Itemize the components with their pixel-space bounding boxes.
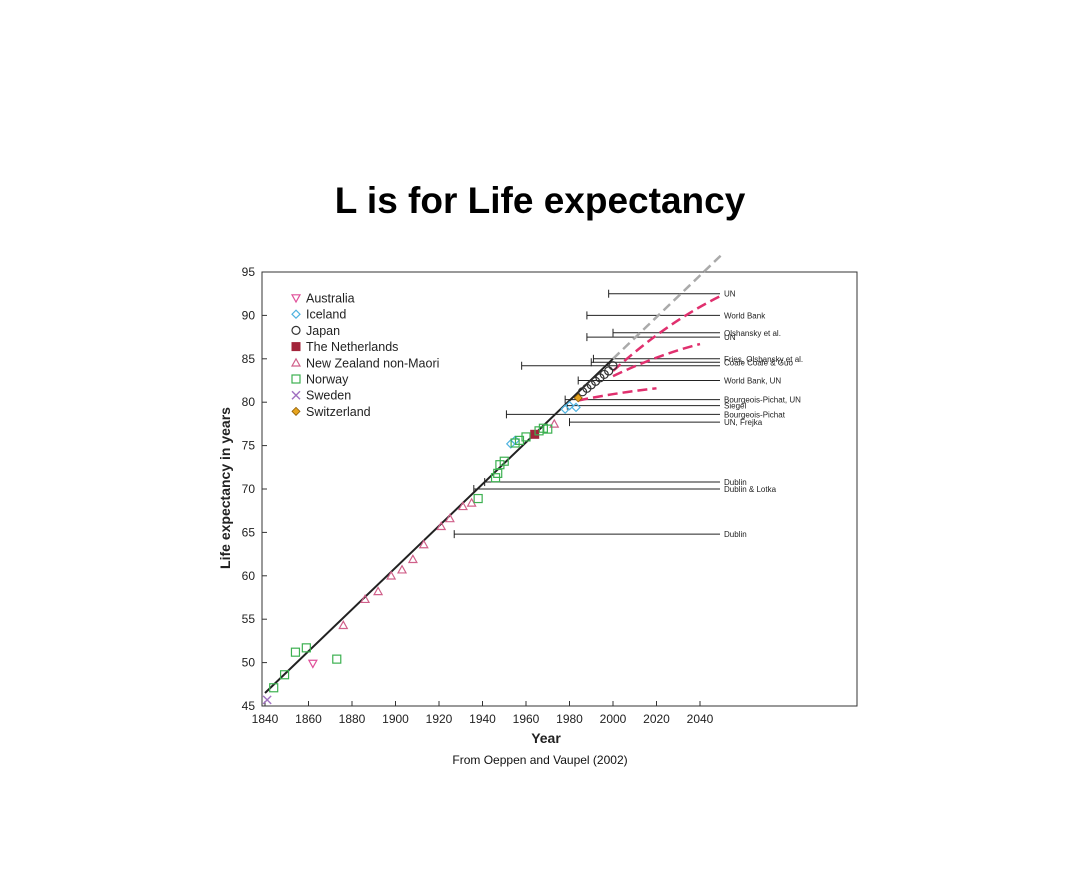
legend-label: New Zealand non-Maori xyxy=(306,356,439,370)
limit-label: Bourgeois-Pichat, UN xyxy=(724,396,801,405)
data-point xyxy=(418,539,429,549)
limit-label: UN xyxy=(724,333,736,342)
data-point xyxy=(493,468,503,478)
data-point xyxy=(436,521,447,531)
data-point xyxy=(360,594,371,604)
projection-curve xyxy=(612,342,701,378)
y-tick-label: 90 xyxy=(242,308,256,322)
data-point xyxy=(262,695,272,705)
x-tick-label: 1980 xyxy=(556,712,583,726)
data-points xyxy=(262,361,618,705)
legend-label: Sweden xyxy=(306,389,351,403)
legend-label: Japan xyxy=(306,324,340,338)
axis-ticks: 1840 1860 1880 1900 1920 1940 1960 1980 2000 2020… xyxy=(242,265,714,726)
y-axis-label: Life expectancy in years xyxy=(217,407,233,569)
x-tick-label: 1920 xyxy=(426,712,453,726)
legend-label: The Netherlands xyxy=(306,340,398,354)
data-point xyxy=(301,643,311,653)
legend-marker xyxy=(290,357,302,367)
y-tick-label: 85 xyxy=(242,352,256,366)
y-tick-label: 70 xyxy=(242,482,256,496)
source-citation: From Oeppen and Vaupel (2002) xyxy=(452,753,628,767)
data-point xyxy=(338,620,349,630)
data-point xyxy=(521,432,531,442)
data-point xyxy=(386,570,397,580)
legend-marker xyxy=(290,294,302,304)
legend-marker xyxy=(291,342,301,352)
x-tick-label: 1840 xyxy=(252,712,279,726)
legend-marker xyxy=(291,325,301,335)
x-tick-label: 2040 xyxy=(687,712,714,726)
data-point xyxy=(499,456,509,466)
limit-label: Siegel xyxy=(724,402,746,411)
limit-label: Dublin xyxy=(724,530,747,539)
data-point xyxy=(307,659,318,669)
x-tick-label: 2020 xyxy=(643,712,670,726)
limit-label: Dublin xyxy=(724,478,747,487)
limit-label: Dublin & Lotka xyxy=(724,485,777,494)
data-point xyxy=(269,683,279,693)
legend-label: Australia xyxy=(306,292,355,306)
data-point xyxy=(549,418,560,428)
y-tick-label: 60 xyxy=(242,569,256,583)
y-tick-label: 50 xyxy=(242,656,256,670)
data-point xyxy=(571,402,581,413)
projection-curve xyxy=(577,387,657,402)
y-tick-label: 95 xyxy=(242,265,256,279)
data-point xyxy=(397,564,408,574)
data-point xyxy=(543,424,553,434)
legend-label: Norway xyxy=(306,373,349,387)
y-tick-label: 80 xyxy=(242,395,256,409)
slide-title: L is for Life expectancy xyxy=(334,180,746,221)
data-point xyxy=(407,554,418,564)
y-tick-label: 45 xyxy=(242,699,256,713)
data-point xyxy=(564,400,575,411)
y-tick-label: 75 xyxy=(242,439,256,453)
projection-curve xyxy=(612,294,723,372)
legend-marker xyxy=(291,374,301,384)
legend-marker xyxy=(291,390,301,400)
data-point xyxy=(279,670,290,680)
limit-label: World Bank xyxy=(724,311,766,320)
x-tick-label: 1880 xyxy=(339,712,366,726)
x-tick-label: 1940 xyxy=(469,712,496,726)
legend-label: Switzerland xyxy=(306,405,371,419)
data-point xyxy=(290,647,301,657)
y-tick-label: 65 xyxy=(242,525,256,539)
x-tick-label: 1860 xyxy=(295,712,322,726)
x-tick-label: 2000 xyxy=(600,712,627,726)
data-point xyxy=(573,393,583,403)
limit-label: UN, Frejka xyxy=(724,418,763,427)
data-point xyxy=(473,493,483,504)
legend-marker xyxy=(291,309,301,320)
legend: Australia Iceland Japan The Netherlands New … xyxy=(290,292,439,419)
x-axis-label: Year xyxy=(531,730,561,746)
limit-label: World Bank, UN xyxy=(724,377,781,386)
x-tick-label: 1960 xyxy=(513,712,540,726)
projection-lines xyxy=(577,294,723,402)
data-point xyxy=(332,654,342,664)
limit-label: Coale Coale & Guo xyxy=(724,358,793,367)
legend-label: Iceland xyxy=(306,308,346,322)
data-point xyxy=(373,586,384,596)
y-tick-label: 55 xyxy=(242,612,256,626)
data-point xyxy=(444,513,455,523)
data-point xyxy=(457,501,468,511)
limit-label: UN xyxy=(724,290,736,299)
data-point xyxy=(608,361,618,371)
limit-label: Olshansky et al. xyxy=(724,329,781,338)
limit-label: Fries, Olshansky et al. xyxy=(724,355,803,364)
limit-label: Bourgeois-Pichat xyxy=(724,410,786,419)
x-tick-label: 1900 xyxy=(382,712,409,726)
trend-line-extrapolated xyxy=(612,253,723,360)
legend-marker xyxy=(291,406,301,416)
